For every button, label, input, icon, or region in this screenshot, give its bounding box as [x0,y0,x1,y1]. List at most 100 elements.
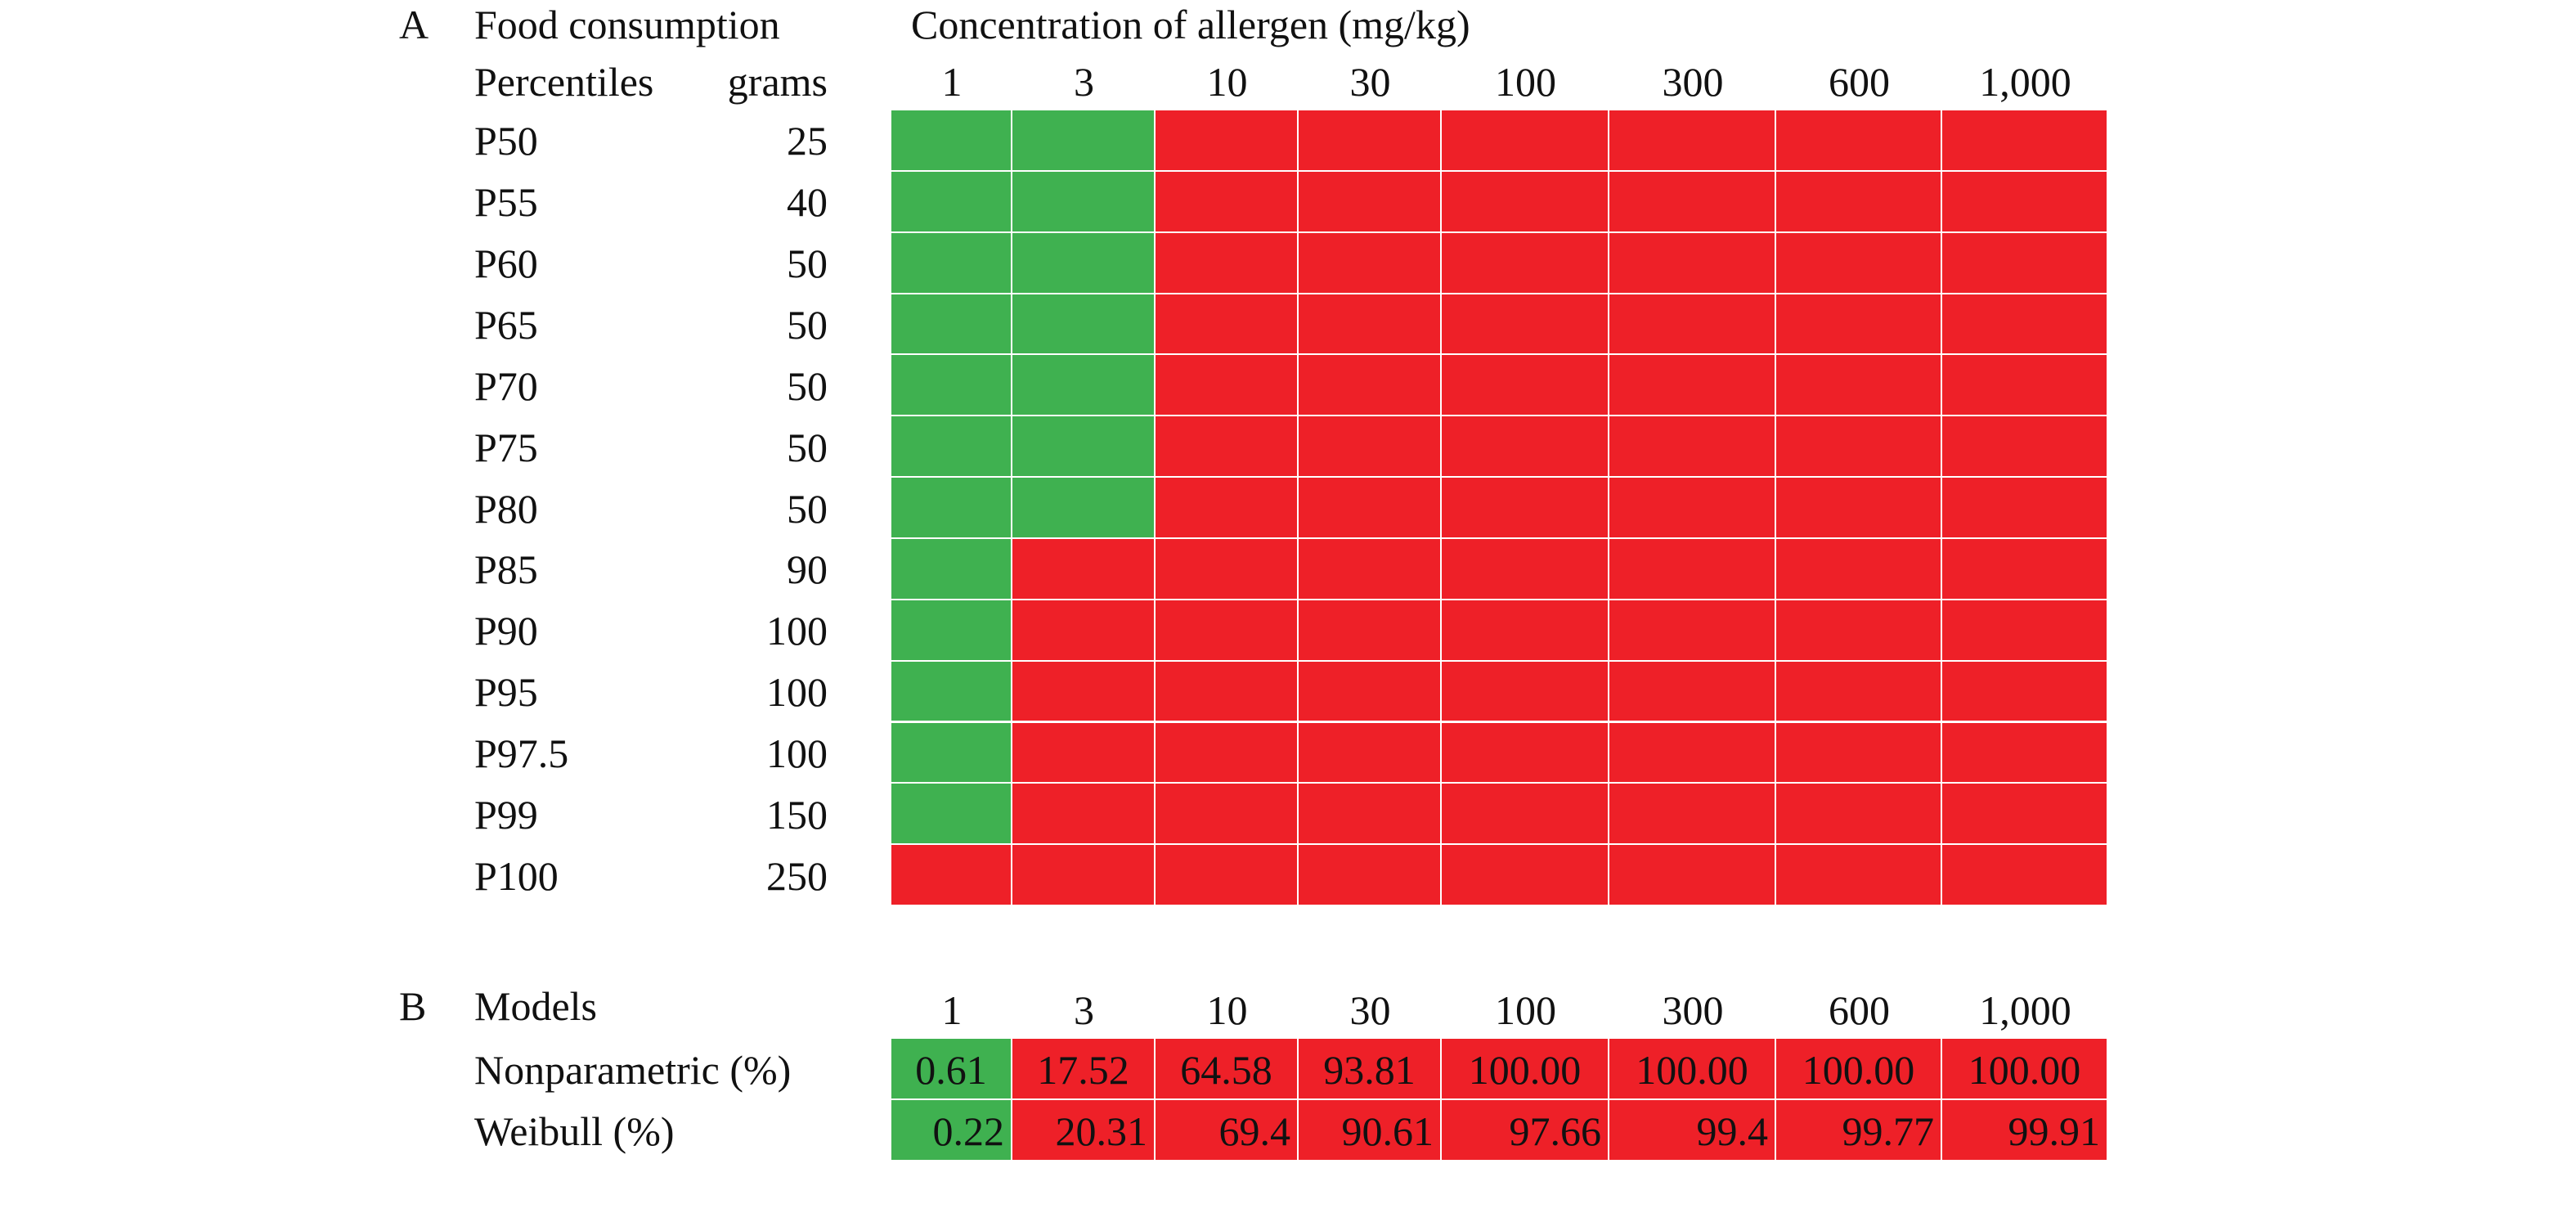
heatmap-cell [1942,661,2108,723]
heatmap-cell [1442,661,1609,723]
cell-value: 17.52 [1037,1046,1129,1093]
cell-value: 69.4 [1218,1107,1291,1154]
heatmap-cell [1442,600,1609,662]
heatmap-cell [1012,538,1156,600]
x-tick-label: 30 [1349,987,1391,1033]
cell-value: 20.31 [1055,1107,1148,1154]
table-cell: 69.4 [1156,1100,1299,1161]
cell-value: 93.81 [1323,1046,1416,1093]
heatmap-cell [891,171,1012,233]
heatmap-cell [891,355,1012,417]
heatmap-cell [1299,661,1442,723]
percentile-label: P99 [474,791,538,838]
heatmap-cell [1012,722,1156,784]
heatmap-cell [1012,110,1156,172]
percentile-label: P90 [474,608,538,654]
heatmap-cell [891,294,1012,356]
heatmap-cell [1776,845,1942,907]
heatmap-cell [891,784,1012,846]
x-tick-label: 1,000 [1979,59,2071,105]
heatmap-cell [891,661,1012,723]
heatmap-cell [1942,600,2108,662]
x-tick-label: 600 [1829,59,1890,105]
heatmap-cell [1942,416,2108,478]
x-tick-label: 1,000 [1979,987,2071,1033]
heatmap-cell [1156,478,1299,539]
grams-value: 100 [766,730,828,776]
percentiles-header: Percentiles [474,59,654,105]
heatmap-cell [1156,845,1299,907]
heatmap-cell [1609,355,1776,417]
cell-value: 100.00 [1802,1046,1915,1093]
heatmap-cell [1776,232,1942,294]
heatmap-cell [1156,355,1299,417]
grams-value: 100 [766,608,828,654]
table-cell: 93.81 [1299,1039,1442,1100]
heatmap-cell [1776,355,1942,417]
heatmap-cell [1942,232,2108,294]
heatmap-cell [1776,478,1942,539]
heatmap-cell [1156,538,1299,600]
table-cell: 0.61 [891,1039,1012,1100]
heatmap-cell [1299,355,1442,417]
x-tick-label: 600 [1829,987,1890,1033]
heatmap-cell [1156,661,1299,723]
heatmap-cell [1609,416,1776,478]
heatmap-cell [1776,538,1942,600]
table-cell: 64.58 [1156,1039,1299,1100]
table-cell: 100.00 [1442,1039,1609,1100]
grams-value: 50 [787,424,828,470]
heatmap-cell [1442,232,1609,294]
heatmap-cell [1299,538,1442,600]
grams-value: 50 [787,362,828,409]
x-tick-label: 1 [941,987,963,1033]
heatmap-cell [1156,784,1299,846]
heatmap-cell [1442,416,1609,478]
grams-value: 50 [787,301,828,348]
heatmap-cell [1012,171,1156,233]
grams-value: 40 [787,179,828,226]
heatmap-cell [1156,110,1299,172]
heatmap-cell [1012,784,1156,846]
table-cell: 100.00 [1942,1039,2108,1100]
heatmap-cell [1609,478,1776,539]
percentile-label: P95 [474,669,538,716]
grams-value: 250 [766,852,828,899]
heatmap-cell [1609,845,1776,907]
table-cell: 99.91 [1942,1100,2108,1161]
table-cell: 100.00 [1776,1039,1942,1100]
grams-value: 90 [787,546,828,593]
grams-header: grams [727,59,828,105]
models-label: Models [474,983,597,1029]
heatmap-cell [1776,294,1942,356]
cell-value: 100.00 [1968,1046,2081,1093]
heatmap-cell [1299,110,1442,172]
heatmap-cell [1156,416,1299,478]
heatmap-cell [891,538,1012,600]
heatmap-cell [1776,722,1942,784]
grams-value: 50 [787,485,828,532]
table-cell: 99.77 [1776,1100,1942,1161]
heatmap-cell [1776,110,1942,172]
grams-value: 25 [787,118,828,164]
heatmap-cell [891,722,1012,784]
heatmap-cell [1299,784,1442,846]
grams-value: 50 [787,240,828,287]
x-tick-label: 30 [1349,59,1391,105]
heatmap-cell [891,478,1012,539]
heatmap-cell [1299,845,1442,907]
heatmap-cell [1012,416,1156,478]
heatmap-cell [1442,784,1609,846]
heatmap-cell [1299,416,1442,478]
heatmap-cell [1942,355,2108,417]
heatmap-cell [1942,538,2108,600]
heatmap-cell [1609,784,1776,846]
x-tick-label: 100 [1495,59,1556,105]
heatmap-cell [1776,600,1942,662]
cell-value: 99.77 [1842,1107,1935,1154]
percentile-label: P55 [474,179,538,226]
heatmap-cell [891,232,1012,294]
cell-value: 99.4 [1696,1107,1769,1154]
heatmap-cell [891,416,1012,478]
cell-value: 64.58 [1180,1046,1272,1093]
